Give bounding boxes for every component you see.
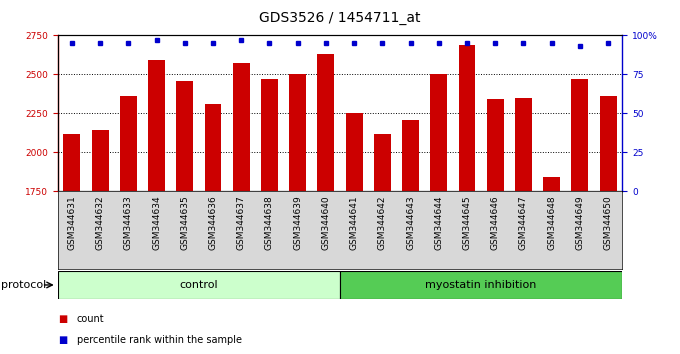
Bar — [176, 81, 193, 354]
Text: GSM344649: GSM344649 — [575, 195, 584, 250]
Text: GDS3526 / 1454711_at: GDS3526 / 1454711_at — [259, 11, 421, 25]
Text: GSM344642: GSM344642 — [378, 195, 387, 250]
Bar — [120, 96, 137, 354]
Text: percentile rank within the sample: percentile rank within the sample — [77, 335, 242, 345]
Bar — [58, 271, 340, 299]
Text: GSM344648: GSM344648 — [547, 195, 556, 250]
Text: GSM344632: GSM344632 — [96, 195, 105, 250]
Bar — [340, 271, 622, 299]
Text: GSM344639: GSM344639 — [293, 195, 302, 250]
Bar — [233, 63, 250, 354]
Bar — [345, 113, 362, 354]
Bar — [600, 96, 617, 354]
Bar — [402, 120, 419, 354]
Text: GSM344645: GSM344645 — [462, 195, 471, 250]
Text: GSM344633: GSM344633 — [124, 195, 133, 250]
Bar — [543, 177, 560, 354]
Text: ■: ■ — [58, 314, 67, 324]
Bar — [571, 79, 588, 354]
Bar — [289, 74, 306, 354]
Text: GSM344634: GSM344634 — [152, 195, 161, 250]
Text: GSM344635: GSM344635 — [180, 195, 189, 250]
Bar — [318, 54, 335, 354]
Text: GSM344646: GSM344646 — [491, 195, 500, 250]
Bar — [487, 99, 504, 354]
Text: GSM344647: GSM344647 — [519, 195, 528, 250]
Bar — [205, 104, 222, 354]
Text: GSM344638: GSM344638 — [265, 195, 274, 250]
Text: GSM344650: GSM344650 — [604, 195, 613, 250]
Text: GSM344631: GSM344631 — [67, 195, 76, 250]
Text: protocol: protocol — [1, 280, 47, 290]
Text: count: count — [77, 314, 105, 324]
Text: ■: ■ — [58, 335, 67, 345]
Bar — [148, 60, 165, 354]
Text: GSM344636: GSM344636 — [209, 195, 218, 250]
Bar — [261, 79, 278, 354]
Bar — [92, 130, 109, 354]
Bar — [430, 74, 447, 354]
Text: GSM344643: GSM344643 — [406, 195, 415, 250]
Text: GSM344640: GSM344640 — [322, 195, 330, 250]
Text: control: control — [180, 280, 218, 290]
Bar — [374, 133, 391, 354]
Text: GSM344644: GSM344644 — [435, 195, 443, 250]
Text: myostatin inhibition: myostatin inhibition — [426, 280, 537, 290]
Bar — [515, 98, 532, 354]
Text: GSM344641: GSM344641 — [350, 195, 358, 250]
Bar — [458, 45, 475, 354]
Text: GSM344637: GSM344637 — [237, 195, 245, 250]
Bar — [63, 133, 80, 354]
